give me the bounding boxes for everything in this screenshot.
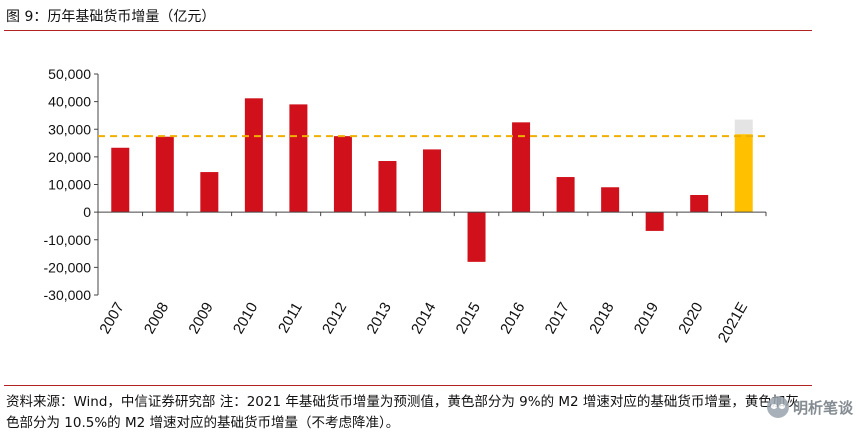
y-tick-label: 20,000 [48,149,91,165]
y-tick-label: -20,000 [44,259,92,275]
x-axis: 2007 2008 2009 2010 2011 2012 2013 2014 2015 2016… [96,211,767,346]
bar-2018 [601,187,620,213]
bar-2007 [111,147,130,213]
x-tick-label: 2013 [364,300,395,337]
figure-title: 图 9：历年基础货币增量（亿元） [6,9,216,25]
y-tick-label: 50,000 [48,66,91,82]
x-tick-label: 2019 [631,300,662,337]
source-rule [4,385,812,386]
y-tick-label: 0 [83,204,91,220]
bars [111,98,753,262]
x-tick-label: 2020 [675,300,706,337]
bar-2009 [200,172,219,213]
y-tick-label: 30,000 [48,121,91,137]
bar-2013 [378,161,397,213]
y-tick-label: 10,000 [48,177,91,193]
x-tick-label: 2015 [453,300,484,337]
y-tick-label: -30,000 [44,287,92,303]
bar-forecast-upper [734,119,753,135]
y-tick-label: 40,000 [48,94,91,110]
x-tick-label: 2010 [230,300,261,337]
x-tick-label: 2016 [497,300,528,337]
watermark: 明析笔谈 [766,396,853,418]
bar-2011 [289,104,308,213]
x-tick-label: 2021E [715,300,751,346]
title-rule [4,30,812,31]
bar-2017 [556,177,575,213]
x-tick-label: 2008 [141,300,172,337]
x-tick-label: 2018 [586,300,617,337]
x-tick-label: 2007 [96,300,127,337]
bar-2016 [512,122,531,213]
source-note: 资料来源：Wind，中信证券研究部 注：2021 年基础货币增量为预测值，黄色部… [6,394,799,431]
bar-2008 [155,136,174,213]
x-tick-label: 2017 [542,300,573,337]
x-tick-label: 2014 [408,300,439,337]
wechat-icon [766,396,789,418]
bar-2010 [244,98,263,213]
bar-2012 [333,136,352,213]
y-tick-label: -10,000 [44,232,92,248]
bar-forecast-base [734,134,753,213]
bar-2020 [690,194,709,213]
x-tick-label: 2012 [319,300,350,337]
bar-chart: -30,000 -20,000 -10,000 0 10,000 20,000 30,000… [44,66,767,346]
bar-2014 [423,149,441,213]
x-tick-label: 2011 [275,300,306,336]
watermark-text: 明析笔谈 [792,398,853,417]
y-axis: -30,000 -20,000 -10,000 0 10,000 20,000 30,000… [44,66,99,303]
bar-2015 [467,212,486,262]
x-tick-label: 2009 [185,300,216,337]
bar-2019 [645,212,664,231]
